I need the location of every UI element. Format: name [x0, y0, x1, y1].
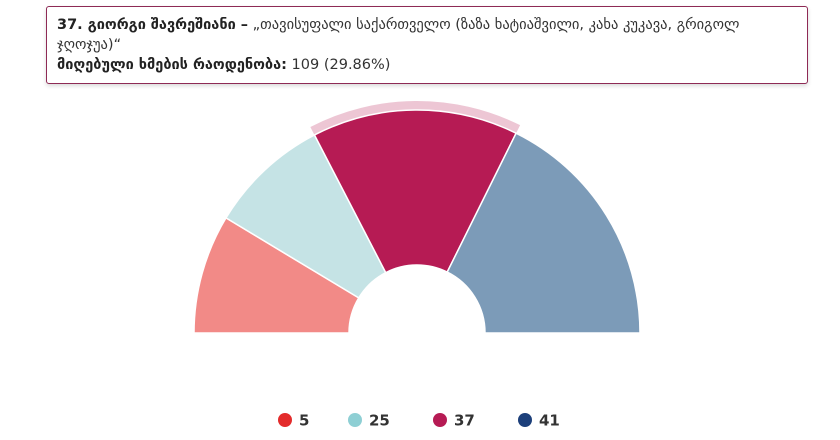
- legend-marker[interactable]: [433, 413, 447, 427]
- tooltip-value: 109 (29.86%): [291, 57, 391, 73]
- legend-label[interactable]: 25: [369, 412, 390, 430]
- legend-label[interactable]: 5: [299, 412, 309, 430]
- tooltip: 37. გიორგი შავრეშიანი – „თავისუფალი საქა…: [46, 6, 808, 84]
- legend-label[interactable]: 37: [454, 412, 475, 430]
- slice[interactable]: [446, 132, 641, 334]
- legend-marker[interactable]: [348, 413, 362, 427]
- legend-marker[interactable]: [518, 413, 532, 427]
- slice-halo: [310, 101, 521, 135]
- slice[interactable]: [313, 109, 518, 274]
- tooltip-title: 37. გიორგი შავრეშიანი –: [57, 17, 249, 33]
- tooltip-label: მიღებული ხმების რაოდენობა:: [57, 57, 287, 73]
- tooltip-subtitle: „თავისუფალი საქართველო (ზაზა ხატიაშვილი,…: [57, 17, 740, 53]
- legend-marker[interactable]: [278, 413, 292, 427]
- legend-label[interactable]: 41: [539, 412, 560, 430]
